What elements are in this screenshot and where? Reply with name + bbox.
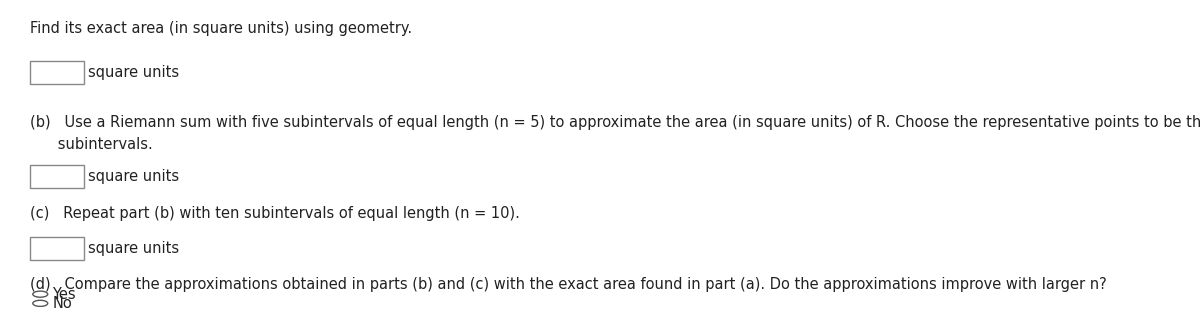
- Text: Yes: Yes: [53, 287, 76, 302]
- Text: (d)   Compare the approximations obtained in parts (b) and (c) with the exact ar: (d) Compare the approximations obtained …: [30, 277, 1106, 292]
- Text: subintervals.: subintervals.: [30, 137, 152, 152]
- FancyBboxPatch shape: [30, 61, 84, 84]
- Text: (c)   Repeat part (b) with ten subintervals of equal length (n = 10).: (c) Repeat part (b) with ten subinterval…: [30, 206, 520, 221]
- Text: No: No: [53, 296, 72, 311]
- Text: square units: square units: [88, 169, 179, 184]
- Text: Find its exact area (in square units) using geometry.: Find its exact area (in square units) us…: [30, 21, 412, 36]
- Text: square units: square units: [88, 65, 179, 80]
- Text: (b)   Use a Riemann sum with five subintervals of equal length (n = 5) to approx: (b) Use a Riemann sum with five subinter…: [30, 115, 1200, 130]
- Text: square units: square units: [88, 241, 179, 256]
- FancyBboxPatch shape: [30, 237, 84, 259]
- FancyBboxPatch shape: [30, 165, 84, 188]
